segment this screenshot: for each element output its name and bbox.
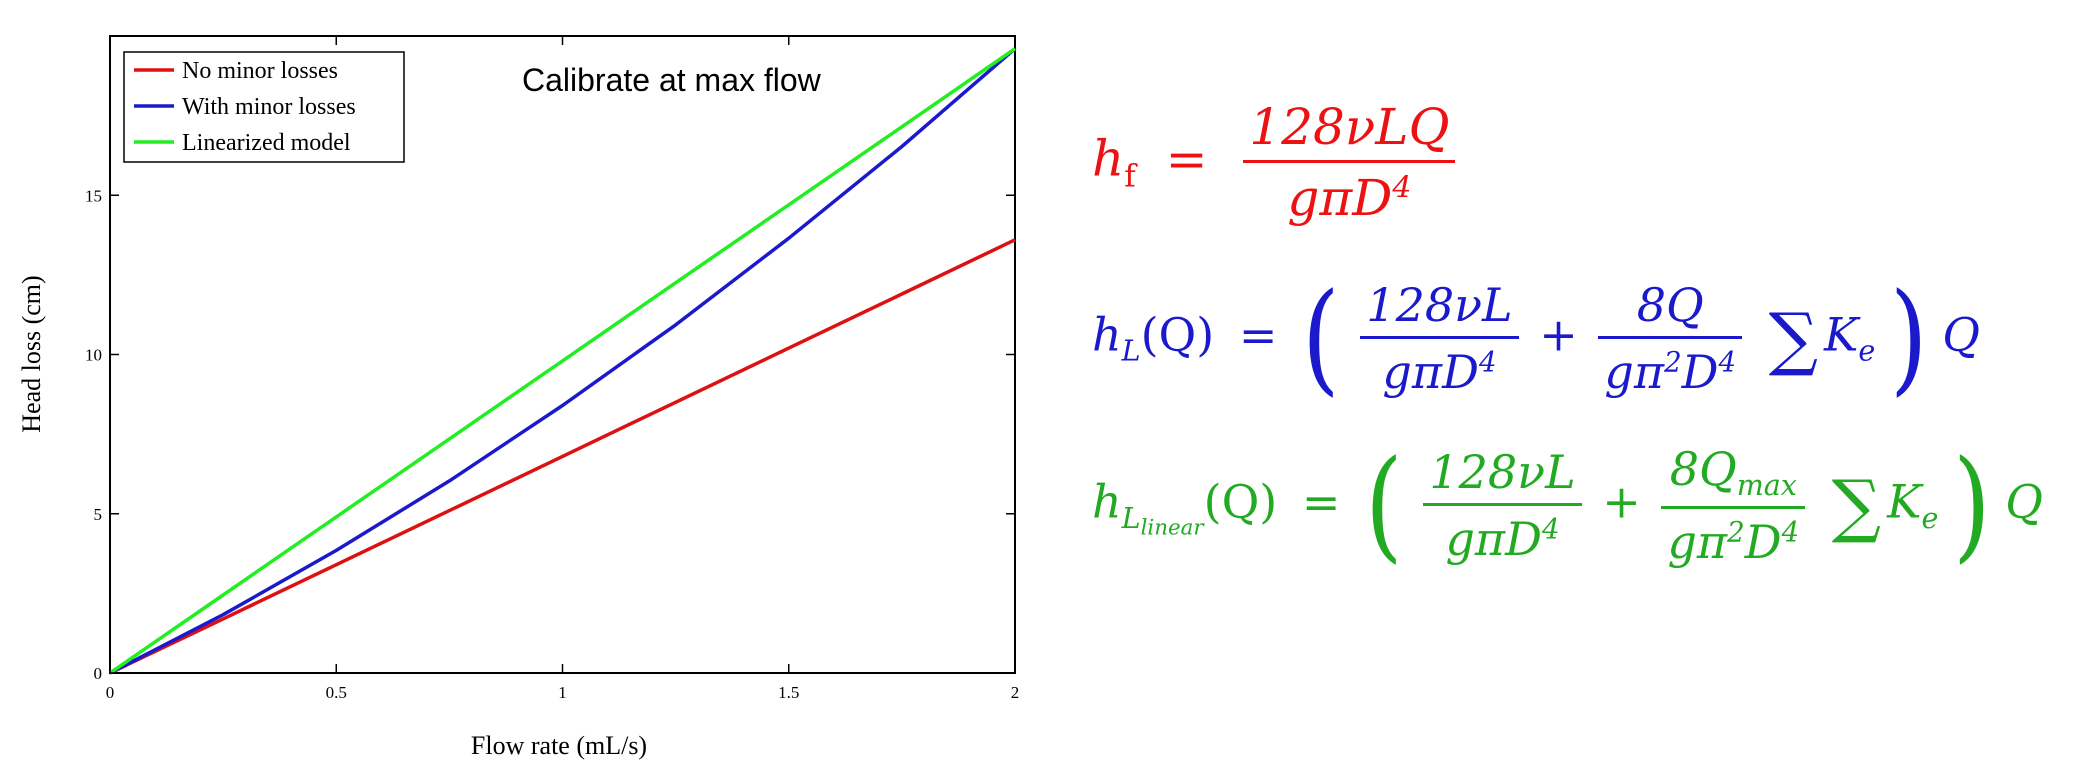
eq2-fraction-2: 8Q gπ2D4 <box>1598 278 1743 399</box>
eq2-lhs: h <box>1092 307 1122 362</box>
y-tick-label: 5 <box>94 505 103 524</box>
eq2-q: Q <box>1942 307 1980 362</box>
x-tick-label: 0 <box>106 683 115 702</box>
eq2-equals: = <box>1238 307 1278 362</box>
eq2-f2-den-pow2: 4 <box>1718 345 1737 379</box>
y-tick-label: 0 <box>94 664 103 683</box>
legend-label: Linearized model <box>182 130 351 156</box>
eq3-q: Q <box>2005 474 2043 529</box>
eq3-f2-den-pow2: 4 <box>1781 515 1800 549</box>
eq3-k-sub: e <box>1921 501 1939 535</box>
eq1-fraction: 128νLQ gπD4 <box>1243 98 1456 227</box>
eq2-fraction-1: 128νL gπD4 <box>1360 278 1519 399</box>
equation-head-loss-linear: hLlinear(Q) = ( 128νL gπD4 + 8Qmax gπ2D4… <box>1092 442 2043 569</box>
series-line-2 <box>109 47 1017 675</box>
y-tick-label: 15 <box>85 186 102 205</box>
eq1-den-pow: 4 <box>1392 170 1412 206</box>
eq1-numerator: 128νLQ <box>1249 98 1450 156</box>
eq3-lhs-sub: Llinear <box>1121 501 1204 541</box>
eq3-lhs: h <box>1092 474 1122 529</box>
eq2-k: K <box>1824 307 1859 362</box>
eq1-den-a: gπD <box>1287 169 1393 227</box>
eq3-lhs-sub-L: L <box>1121 501 1141 535</box>
y-tick-label: 10 <box>85 346 102 365</box>
series-layer <box>109 47 1017 675</box>
eq2-close-paren: ) <box>1889 266 1928 409</box>
eq2-f1-den-a: gπD <box>1382 345 1479 399</box>
eq3-sum-symbol: ∑ <box>1831 465 1882 546</box>
eq3-f1-num: 128νL <box>1429 445 1576 500</box>
eq3-fraction-1: 128νL gπD4 <box>1423 445 1582 567</box>
eq2-f2-den-b: D <box>1681 345 1719 399</box>
eq2-f2-den-a: gπ <box>1604 345 1665 399</box>
eq2-f2-den-pow1: 2 <box>1664 345 1682 379</box>
eq3-f2-num: 8Qmax <box>1661 442 1805 506</box>
eq3-f2-num-sub: max <box>1736 469 1797 503</box>
equation-head-loss-minor: hL(Q) = ( 128νL gπD4 + 8Q gπ2D4 ∑ Ke ) Q <box>1092 266 1980 409</box>
legend: No minor losses With minor losses Lineariz… <box>123 51 405 163</box>
eq3-f2-den: gπ2D4 <box>1661 506 1806 570</box>
series-line-3 <box>109 47 1016 675</box>
x-tick-label: 1 <box>558 683 567 702</box>
eq3-f2-den-pow1: 2 <box>1727 515 1745 549</box>
equation-friction-head-loss: hf = 128νLQ gπD4 <box>1092 98 1461 227</box>
eq2-open-paren: ( <box>1301 266 1340 409</box>
eq2-sum-symbol: ∑ <box>1768 298 1818 379</box>
eq3-arg: (Q) <box>1203 474 1278 529</box>
eq2-plus: + <box>1539 307 1578 362</box>
eq1-lhs-sub: f <box>1124 158 1136 195</box>
eq2-arg: (Q) <box>1140 307 1215 362</box>
chart-annotation: Calibrate at max flow <box>522 62 822 98</box>
ticks-layer: 0 0.5 1 1.5 2 0 5 10 15 <box>85 36 1019 702</box>
x-tick-label: 0.5 <box>326 683 347 702</box>
eq3-plus: + <box>1602 474 1641 529</box>
eq3-fraction-2: 8Qmax gπ2D4 <box>1661 442 1806 570</box>
eq2-f2-den: gπ2D4 <box>1598 336 1743 399</box>
x-tick-label: 2 <box>1011 683 1020 702</box>
eq2-f1-den-pow: 4 <box>1478 345 1497 379</box>
eq1-denominator: gπD4 <box>1243 160 1456 227</box>
eq2-f1-den: gπD4 <box>1360 336 1519 399</box>
x-axis-title: Flow rate (mL/s) <box>471 731 647 760</box>
y-axis-title: Head loss (cm) <box>17 275 46 432</box>
eq1-equals: = <box>1165 129 1208 188</box>
eq2-f1-num: 128νL <box>1366 278 1513 332</box>
eq2-lhs-sub: L <box>1121 334 1141 368</box>
eq3-f1-den-a: gπD <box>1445 512 1543 567</box>
legend-label: With minor losses <box>182 94 356 120</box>
head-loss-chart: 0 0.5 1 1.5 2 0 5 10 15 Flow rate (mL/s) Head lo… <box>17 35 1019 760</box>
series-line-1 <box>109 238 1016 675</box>
eq3-lhs-subsub: linear <box>1140 515 1204 541</box>
eq3-f2-den-b: D <box>1744 515 1782 570</box>
eq3-close-paren: ) <box>1952 433 1991 576</box>
eq3-k: K <box>1887 474 1922 529</box>
eq2-k-sub: e <box>1858 334 1876 368</box>
legend-label: No minor losses <box>182 58 338 84</box>
eq3-f2-den-a: gπ <box>1667 515 1728 570</box>
eq1-lhs: h <box>1092 129 1125 188</box>
x-tick-label: 1.5 <box>778 683 799 702</box>
eq3-f2-num-a: 8Q <box>1669 442 1737 496</box>
eq3-f1-den-pow: 4 <box>1542 512 1560 546</box>
eq3-f1-den: gπD4 <box>1423 503 1582 567</box>
eq2-f2-num: 8Q <box>1636 278 1704 332</box>
eq3-equals: = <box>1301 474 1341 529</box>
eq3-open-paren: ( <box>1365 433 1403 576</box>
